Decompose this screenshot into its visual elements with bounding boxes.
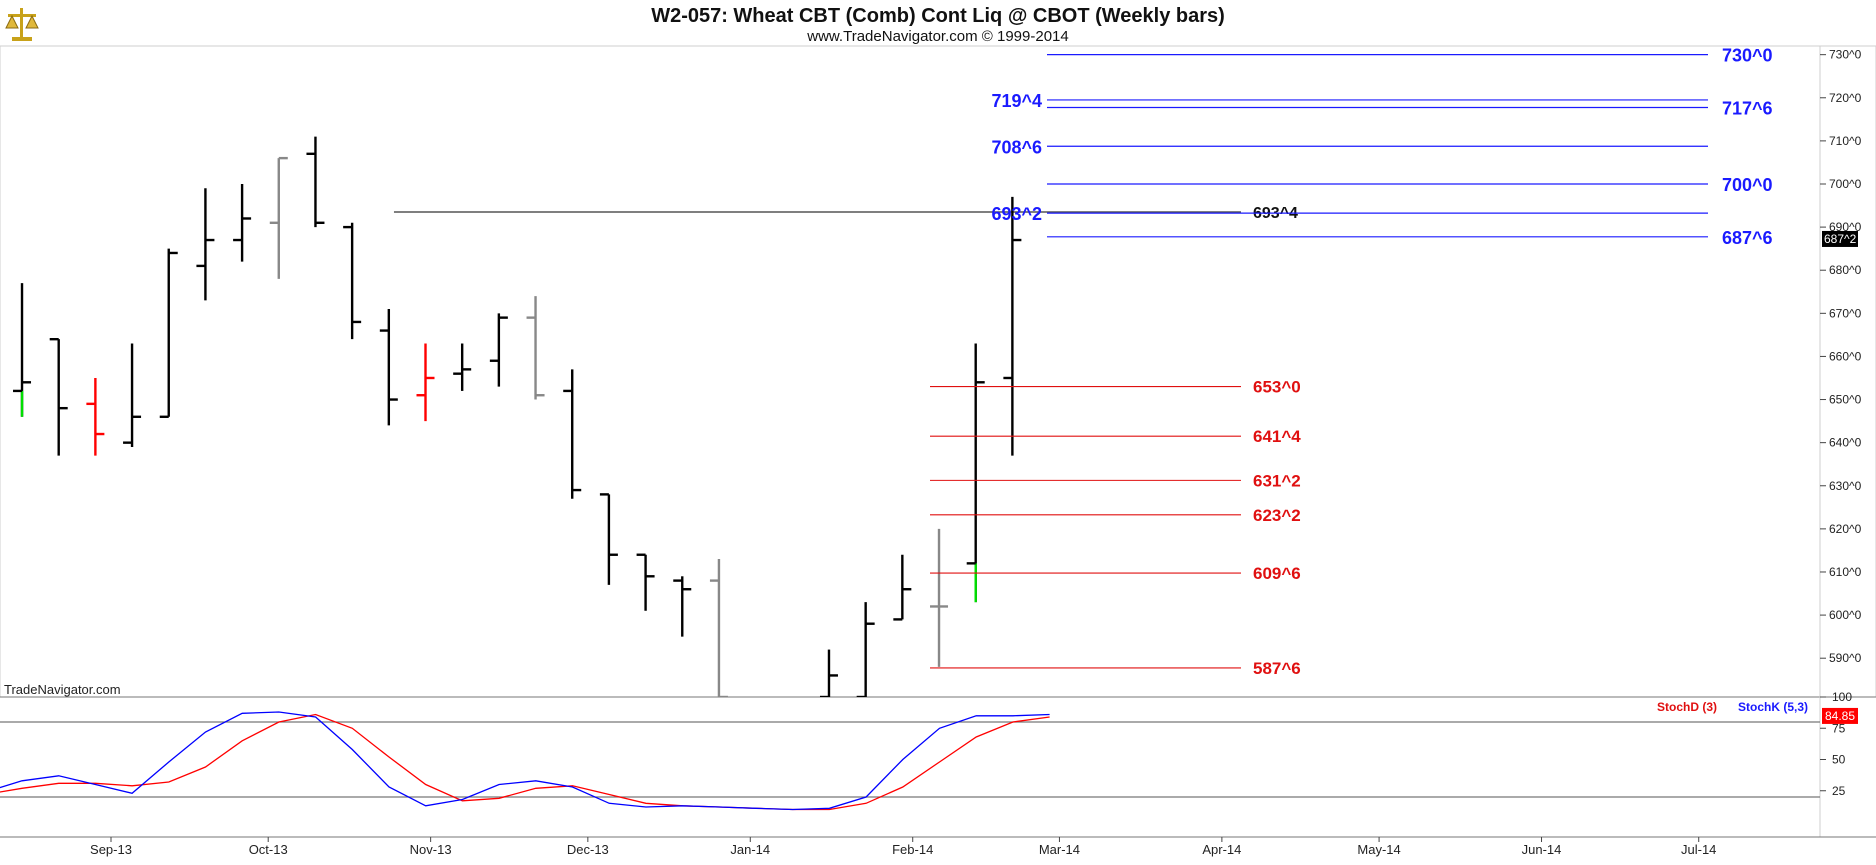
price-y-tick-label: 680^0: [1829, 263, 1862, 277]
stoch-last-badge: [1822, 707, 1858, 724]
x-tick-label: Feb-14: [892, 842, 933, 857]
price-y-tick-label: 600^0: [1829, 608, 1862, 622]
x-tick-label: Jun-14: [1522, 842, 1562, 857]
red-level-label: 631^2: [1253, 471, 1301, 490]
x-tick-label: May-14: [1357, 842, 1400, 857]
legend-stochd: StochD (3): [1657, 700, 1717, 714]
price-y-tick-label: 640^0: [1829, 436, 1862, 450]
x-tick-label: Mar-14: [1039, 842, 1080, 857]
price-y-tick-label: 690^0: [1829, 220, 1862, 234]
price-y-tick-label: 620^0: [1829, 522, 1862, 536]
stochastic-panel: 25 50 75 100 StochD (3) StochK (5,3) 84.85: [0, 690, 1858, 811]
stoch-series-line: [0, 713, 1050, 811]
x-tick-label: Dec-13: [567, 842, 609, 857]
legend-stochk: StochK (5,3): [1738, 700, 1808, 714]
x-tick-label: Sep-13: [90, 842, 132, 857]
scales-icon: [5, 8, 39, 41]
price-panel: 590^0 600^0 610^0 620^0 630^0 640^0 650^0 660^0…: [0, 45, 1876, 837]
stoch-y-tick-label: 50: [1832, 753, 1846, 767]
x-tick-label: Oct-13: [249, 842, 288, 857]
last-price-badge: [1822, 230, 1858, 247]
x-tick-label: Nov-13: [410, 842, 452, 857]
red-level-label: 653^0: [1253, 378, 1301, 397]
x-tick-label: Jan-14: [730, 842, 770, 857]
stoch-y-tick-label: 100: [1832, 690, 1852, 704]
stoch-last-label: 84.85: [1825, 709, 1855, 723]
blue-level-label: 700^0: [1722, 175, 1773, 195]
watermark: TradeNavigator.com: [4, 682, 121, 697]
x-tick-label: Jul-14: [1681, 842, 1716, 857]
red-level-label: 623^2: [1253, 506, 1301, 525]
price-y-tick-label: 730^0: [1829, 48, 1862, 62]
price-y-tick-label: 710^0: [1829, 134, 1862, 148]
stoch-y-tick-label: 75: [1832, 721, 1846, 735]
price-y-tick-label: 610^0: [1829, 565, 1862, 579]
red-level-label: 609^6: [1253, 564, 1301, 583]
price-y-tick-label: 660^0: [1829, 349, 1862, 363]
price-y-tick-label: 590^0: [1829, 651, 1862, 665]
price-y-tick-label: 630^0: [1829, 479, 1862, 493]
red-level-label: 587^6: [1253, 659, 1301, 678]
price-y-tick-label: 700^0: [1829, 177, 1862, 191]
blue-level-label: 717^6: [1722, 98, 1773, 118]
red-level-label: 641^4: [1253, 427, 1301, 446]
chart-title: W2-057: Wheat CBT (Comb) Cont Liq @ CBOT…: [651, 5, 1225, 27]
stoch-series-line: [0, 711, 1050, 811]
last-price-label: 687^2: [1824, 232, 1857, 246]
blue-level-label: 719^4: [991, 91, 1042, 111]
price-y-tick-label: 670^0: [1829, 306, 1862, 320]
chart-subtitle: www.TradeNavigator.com © 1999-2014: [806, 28, 1068, 45]
blue-level-label: 693^2: [991, 204, 1042, 224]
price-bars: [13, 136, 1241, 697]
price-y-tick-label: 650^0: [1829, 393, 1862, 407]
blue-level-label: 730^0: [1722, 46, 1773, 66]
blue-level-label: 687^6: [1722, 228, 1773, 248]
blue-level-label: 708^6: [991, 137, 1042, 157]
stoch-y-tick-label: 25: [1832, 784, 1846, 798]
x-axis: Sep-13 Oct-13 Nov-13 Dec-13 Jan-14 Feb-14 Mar-…: [0, 836, 1876, 857]
price-y-tick-label: 720^0: [1829, 91, 1862, 105]
x-tick-label: Apr-14: [1202, 842, 1241, 857]
